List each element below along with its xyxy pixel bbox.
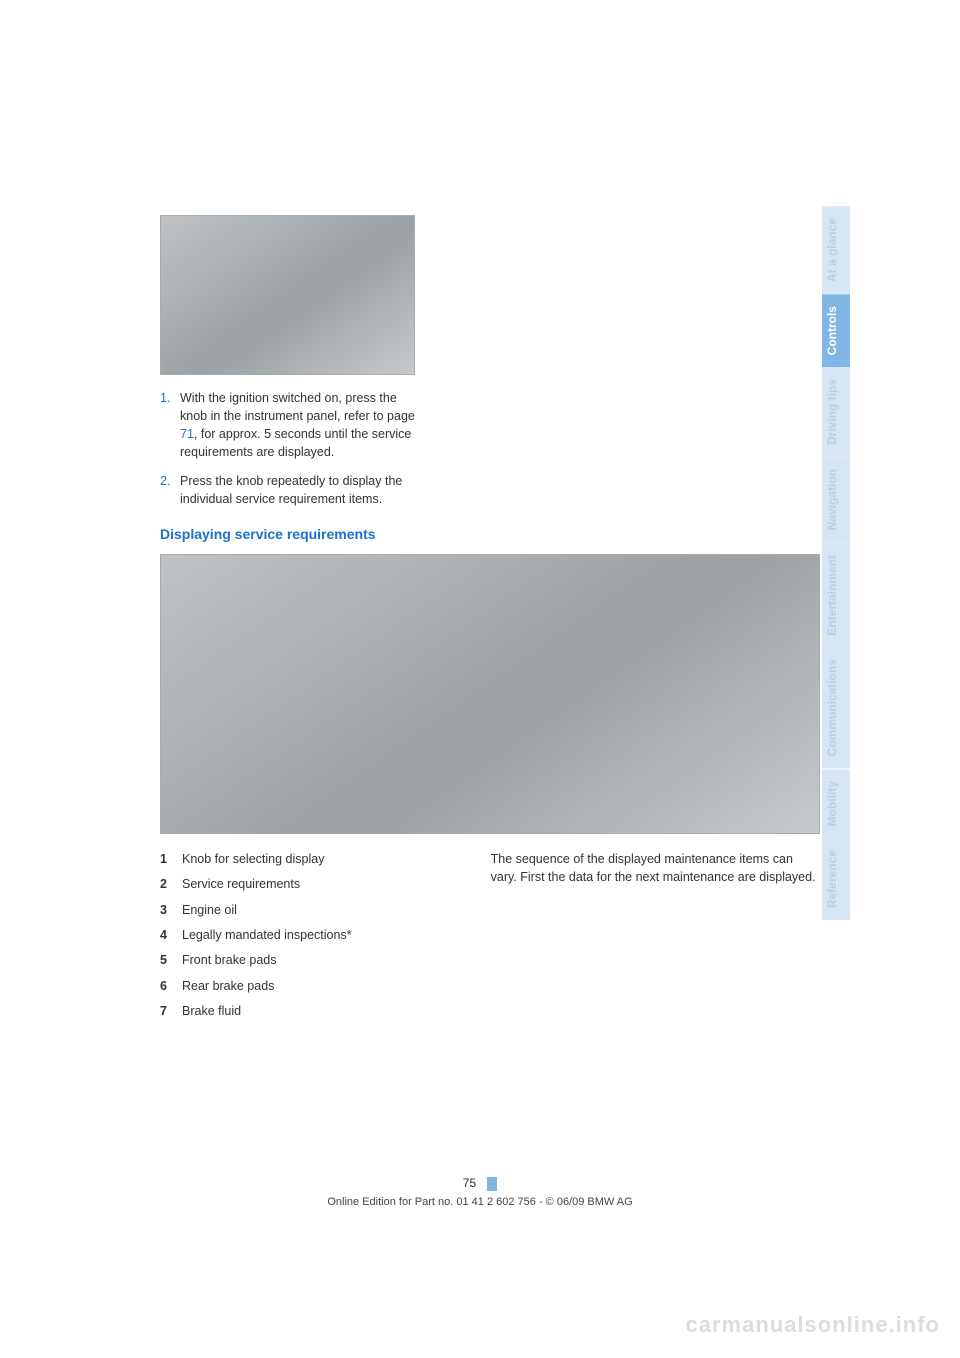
legend-label: Brake fluid [182, 1002, 241, 1021]
step-number: 2. [160, 472, 180, 508]
legend-label: Service requirements [182, 875, 300, 894]
footer-edition-line: Online Edition for Part no. 01 41 2 602 … [0, 1196, 960, 1208]
legend-number: 1 [160, 850, 182, 869]
section-tab-driving-tips[interactable]: Driving tips [822, 367, 850, 457]
section-tabs: At a glanceControlsDriving tipsNavigatio… [822, 206, 850, 920]
page-number-marker [487, 1177, 497, 1191]
legend-label: Front brake pads [182, 951, 277, 970]
legend-number: 3 [160, 901, 182, 920]
legend-item: 7Brake fluid [160, 1002, 451, 1021]
legend-label: Legally mandated inspections* [182, 926, 352, 945]
section-tab-entertainment[interactable]: Entertainment [822, 543, 850, 648]
figure-knob-press [160, 215, 415, 375]
legend-label: Engine oil [182, 901, 237, 920]
legend-list: 1Knob for selecting display2Service requ… [160, 850, 451, 1028]
subheading-service-req: Displaying service requirements [160, 526, 820, 542]
figure-service-display [160, 554, 820, 834]
legend-number: 4 [160, 926, 182, 945]
legend-number: 7 [160, 1002, 182, 1021]
maintenance-sequence-text: The sequence of the displayed maintenanc… [491, 850, 820, 886]
section-tab-at-a-glance[interactable]: At a glance [822, 206, 850, 294]
section-tab-reference[interactable]: Reference [822, 838, 850, 920]
legend-number: 6 [160, 977, 182, 996]
legend-item: 3Engine oil [160, 901, 451, 920]
steps-list: 1.With the ignition switched on, press t… [160, 389, 425, 508]
legend-number: 2 [160, 875, 182, 894]
legend-label: Knob for selecting display [182, 850, 324, 869]
legend-item: 2Service requirements [160, 875, 451, 894]
legend-number: 5 [160, 951, 182, 970]
step-number: 1. [160, 389, 180, 462]
watermark-text: carmanualsonline.info [686, 1312, 941, 1338]
step-text: Press the knob repeatedly to display the… [180, 472, 425, 508]
legend-item: 5Front brake pads [160, 951, 451, 970]
legend-label: Rear brake pads [182, 977, 274, 996]
step-text: With the ignition switched on, press the… [180, 389, 425, 462]
section-tab-communications[interactable]: Communications [822, 647, 850, 768]
legend-item: 6Rear brake pads [160, 977, 451, 996]
page-ref-link[interactable]: 71 [180, 427, 194, 441]
section-tab-navigation[interactable]: Navigation [822, 457, 850, 542]
section-tab-controls[interactable]: Controls [822, 294, 850, 367]
page-number: 75 [463, 1176, 476, 1190]
section-tab-mobility[interactable]: Mobility [822, 769, 850, 838]
legend-item: 1Knob for selecting display [160, 850, 451, 869]
step-item: 1.With the ignition switched on, press t… [160, 389, 425, 462]
step-item: 2.Press the knob repeatedly to display t… [160, 472, 425, 508]
page-footer: 75 Online Edition for Part no. 01 41 2 6… [0, 1176, 960, 1208]
legend-item: 4Legally mandated inspections* [160, 926, 451, 945]
